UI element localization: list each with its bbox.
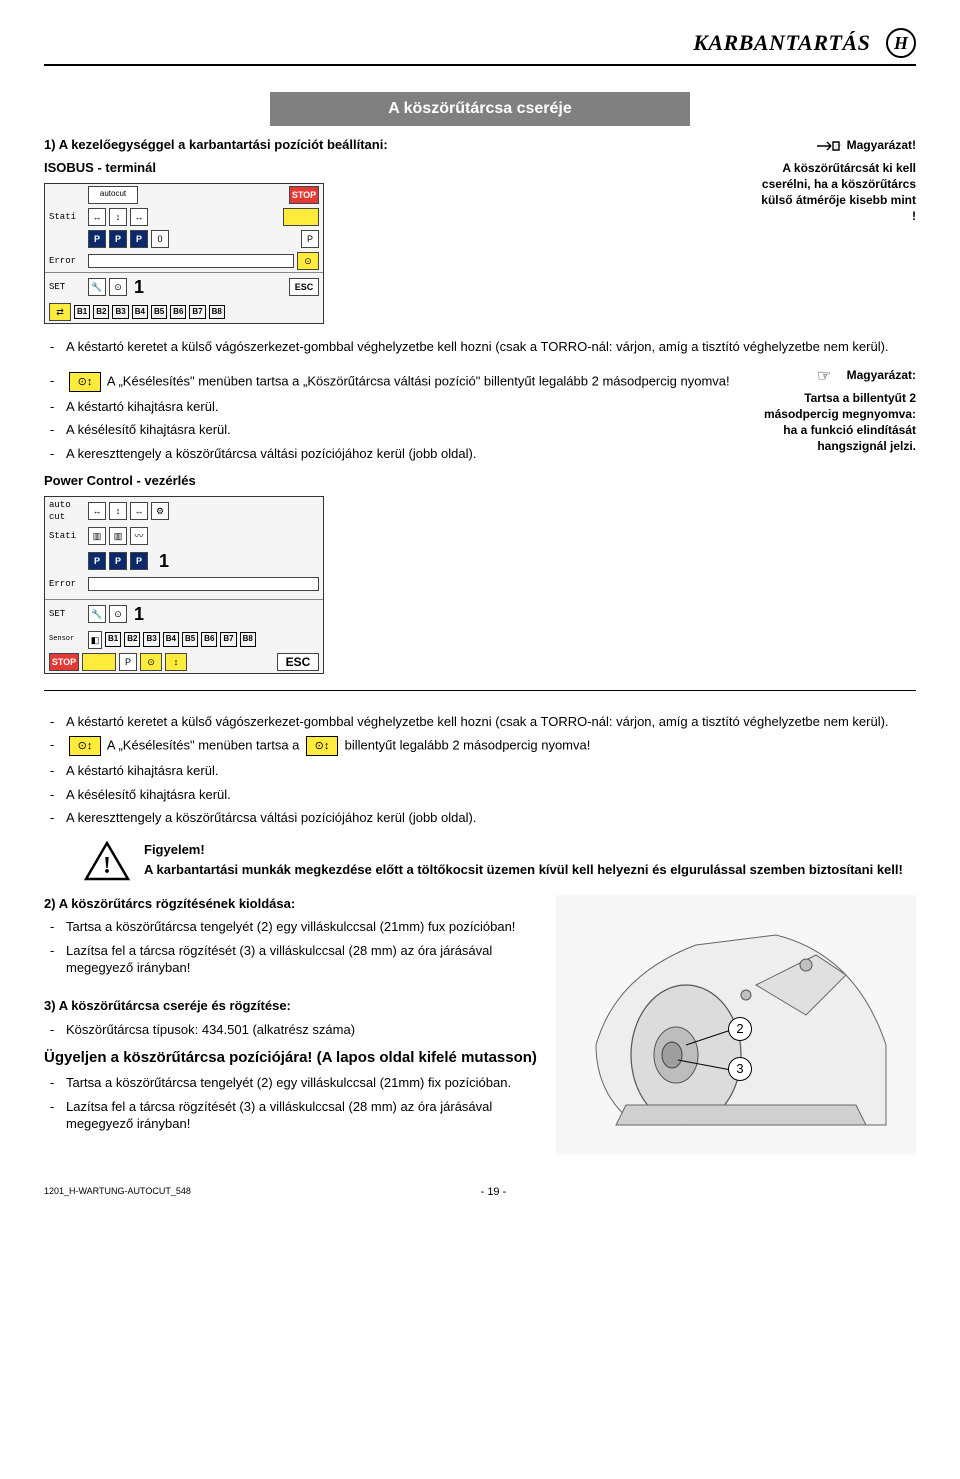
page-header: KARBANTARTÁS H bbox=[44, 28, 916, 58]
zero-cell: 0 bbox=[151, 230, 169, 248]
label-stati: Stati bbox=[49, 211, 85, 223]
warning-body: A karbantartási munkák megkezdése előtt … bbox=[144, 861, 903, 879]
svg-text:☞: ☞ bbox=[817, 368, 831, 385]
page-footer: 1201_H-WARTUNG-AUTOCUT_548 - 19 - bbox=[44, 1185, 916, 1200]
step3-b1: Köszörűtárcsa típusok: 434.501 (alkatrés… bbox=[44, 1021, 538, 1039]
power-control-label: Power Control - vezérlés bbox=[44, 472, 756, 490]
b-kereszt: A kereszttengely a köszörűtárcsa váltási… bbox=[44, 445, 756, 463]
one-big: 1 bbox=[159, 549, 169, 573]
footer-page-number: - 19 - bbox=[481, 1185, 507, 1200]
b-kihajt-1: A késtartó kihajtásra kerül. bbox=[44, 398, 756, 416]
separator-rule bbox=[44, 690, 916, 691]
wrench-icon-2[interactable]: 🔧 bbox=[88, 605, 106, 623]
label-error2: Error bbox=[49, 578, 85, 590]
yellow-b2-2[interactable]: ⊙ bbox=[140, 653, 162, 671]
block3-b2: A késélesítő kihajtásra kerül. bbox=[44, 786, 916, 804]
grind-icon-2a: ⊙↕ bbox=[69, 736, 101, 756]
label-stati2: Stati bbox=[49, 530, 85, 542]
header-title: KARBANTARTÁS bbox=[693, 28, 870, 58]
p-btn-2[interactable]: P bbox=[119, 653, 137, 671]
svg-text:☞: ☞ bbox=[835, 142, 842, 151]
warning-title: Figyelem! bbox=[144, 841, 903, 859]
p2-3[interactable]: P bbox=[130, 552, 148, 570]
mechanical-diagram: 143 2 3 bbox=[556, 895, 916, 1155]
stop-button-2[interactable]: STOP bbox=[49, 653, 79, 671]
yellow-button-1[interactable] bbox=[283, 208, 319, 226]
step2-b2: Lazítsa fel a tárcsa rögzítését (3) a vi… bbox=[44, 942, 538, 977]
sidenote-1: ☞ Magyarázat! A köszörűtárcsát ki kell c… bbox=[756, 136, 916, 225]
step-2-title: 2) A köszörűtárcs rögzítésének kioldása: bbox=[44, 895, 538, 913]
stop-button[interactable]: STOP bbox=[289, 186, 319, 204]
pointing-hand-icon-2: ☞ bbox=[815, 366, 843, 386]
counter: 1 bbox=[134, 275, 144, 299]
isobus-panel: autocut STOP Stati ↔ ↕ ↔ P P P bbox=[44, 183, 324, 324]
warning-block: ! Figyelem! A karbantartási munkák megke… bbox=[84, 841, 916, 881]
yellow-b2-1[interactable] bbox=[82, 653, 116, 671]
bullet-panel1-after: A késtartó keretet a külső vágószerkezet… bbox=[44, 338, 916, 356]
section-banner: A köszörűtárcsa cseréje bbox=[270, 92, 690, 126]
block3-bullet1: A késtartó keretet a külső vágószerkezet… bbox=[44, 713, 916, 731]
cell-autocut: autocut bbox=[88, 186, 138, 204]
warning-icon: ! bbox=[84, 841, 130, 881]
grind-pos-icon: ⊙↕ bbox=[69, 372, 101, 392]
step-3-title: 3) A köszörűtárcsa cseréje és rögzítése: bbox=[44, 997, 538, 1015]
block3-b3: A kereszttengely a köszörűtárcsa váltási… bbox=[44, 809, 916, 827]
step2-b1: Tartsa a köszörűtárcsa tengelyét (2) egy… bbox=[44, 918, 538, 936]
block3-line2: ⊙↕ A „Késélesítés" menüben tartsa a ⊙↕ b… bbox=[44, 736, 916, 756]
pointing-hand-icon: ☞ bbox=[815, 136, 843, 156]
label-set2: SET bbox=[49, 608, 85, 620]
yellow-button-2[interactable]: ⊙ bbox=[297, 252, 319, 270]
wrench-icon[interactable]: 🔧 bbox=[88, 278, 106, 296]
power-control-panel: auto cut ↔ ↕ ↔ ⚙ Stati ▥ ▥ 〰 P P P bbox=[44, 496, 324, 674]
p-button-2[interactable]: P bbox=[109, 230, 127, 248]
callout-3: 3 bbox=[728, 1057, 752, 1081]
step3-b2: Tartsa a köszörűtárcsa tengelyét (2) egy… bbox=[44, 1074, 538, 1092]
esc-button[interactable]: ESC bbox=[289, 278, 319, 296]
isobus-label: ISOBUS - terminál bbox=[44, 159, 756, 177]
header-badge: H bbox=[886, 28, 916, 58]
sidenote-2: ☞ Magyarázat: Tartsa a billentyűt 2 máso… bbox=[756, 366, 916, 455]
esc-button-2[interactable]: ESC bbox=[277, 653, 319, 671]
header-rule bbox=[44, 64, 916, 66]
grind-icon-2b: ⊙↕ bbox=[306, 736, 338, 756]
p2-2[interactable]: P bbox=[109, 552, 127, 570]
block3-b1: A késtartó kihajtásra kerül. bbox=[44, 762, 916, 780]
label-autocut2: auto cut bbox=[49, 499, 85, 523]
p-side[interactable]: P bbox=[301, 230, 319, 248]
menu-line: ⊙↕ A „Késélesítés" menüben tartsa a „Kös… bbox=[44, 372, 756, 392]
b-kihajt-2: A késélesítő kihajtásra kerül. bbox=[44, 421, 756, 439]
p-button-1[interactable]: P bbox=[88, 230, 106, 248]
yellow-b2-3[interactable]: ↕ bbox=[165, 653, 187, 671]
step-1-title: 1) A kezelőegységgel a karbantartási poz… bbox=[44, 136, 756, 154]
svg-text:!: ! bbox=[103, 853, 111, 879]
label-sensor: Sensor bbox=[49, 635, 85, 644]
label-error: Error bbox=[49, 255, 85, 267]
label-set: SET bbox=[49, 281, 85, 293]
footer-doc-id: 1201_H-WARTUNG-AUTOCUT_548 bbox=[44, 1185, 191, 1200]
p-button-3[interactable]: P bbox=[130, 230, 148, 248]
one-big-2: 1 bbox=[134, 602, 144, 626]
callout-2: 2 bbox=[728, 1017, 752, 1041]
step3-b3: Lazítsa fel a tárcsa rögzítését (3) a vi… bbox=[44, 1098, 538, 1133]
step3-attention: Ügyeljen a köszörűtárcsa pozíciójára! (A… bbox=[44, 1048, 538, 1068]
p2-1[interactable]: P bbox=[88, 552, 106, 570]
